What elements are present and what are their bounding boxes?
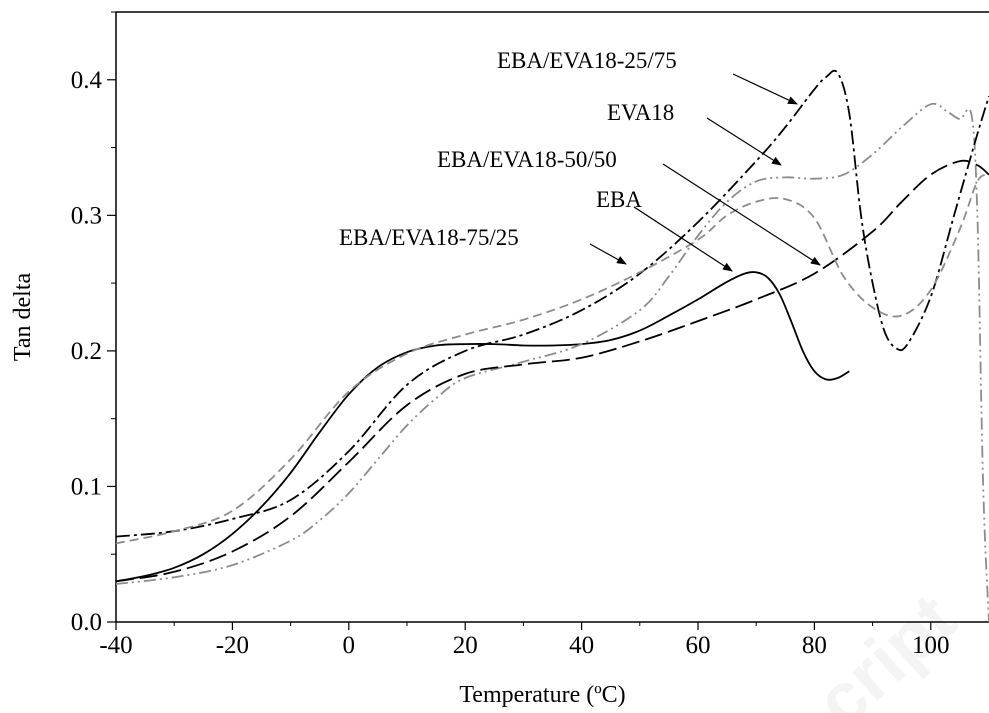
x-tick-label: -40 — [99, 632, 132, 659]
y-tick-label: 0.0 — [71, 609, 102, 636]
annotation-arrow-eba-eva18-75-25 — [589, 243, 627, 265]
annotation-arrow-eva18 — [706, 117, 782, 166]
series-line-eba-eva18-75-25 — [116, 173, 989, 545]
x-tick-label: 100 — [912, 632, 950, 659]
series-line-eba-eva18-50-50 — [116, 159, 989, 583]
annotation-label-eba-eva18-75-25: EBA/EVA18-75/25 — [339, 225, 519, 250]
x-tick-label: 20 — [453, 632, 478, 659]
annotation-label-eba-eva18-25-75: EBA/EVA18-25/75 — [497, 48, 677, 73]
series-line-eva18 — [116, 102, 989, 623]
x-tick-label: 40 — [569, 632, 594, 659]
plot-frame — [115, 11, 989, 623]
annotation-arrow-eba-eva18-50-50 — [662, 163, 821, 266]
annotation-label-eba-eva18-50-50: EBA/EVA18-50/50 — [437, 147, 617, 172]
y-tick-label: 0.1 — [71, 473, 102, 500]
series-layer — [116, 69, 989, 623]
x-tick-label: -20 — [216, 632, 249, 659]
annotation-label-eva18: EVA18 — [607, 100, 674, 125]
y-axis: 0.0 0.1 0.2 0.3 0.4 — [71, 11, 116, 636]
annotation-layer: EBA/EVA18-25/75EVA18EBA/EVA18-50/50EBAEB… — [339, 48, 821, 272]
series-line-eba-eva18-25-75 — [116, 69, 989, 538]
x-axis-label: Temperature (ºC) — [459, 682, 625, 708]
annotation-arrow-eba — [633, 206, 733, 272]
annotation-arrow-eba-eva18-25-75 — [732, 73, 798, 105]
x-tick-label: 60 — [686, 632, 711, 659]
y-tick-label: 0.2 — [71, 338, 102, 365]
x-tick-label: 0 — [343, 632, 356, 659]
x-tick-label: 80 — [802, 632, 827, 659]
y-axis-label: Tan delta — [10, 273, 36, 362]
x-axis: -40 -20 0 20 40 60 80 100 — [99, 622, 950, 659]
y-tick-label: 0.4 — [71, 67, 103, 94]
series-line-eba — [116, 271, 850, 583]
y-tick-label: 0.3 — [71, 202, 102, 229]
